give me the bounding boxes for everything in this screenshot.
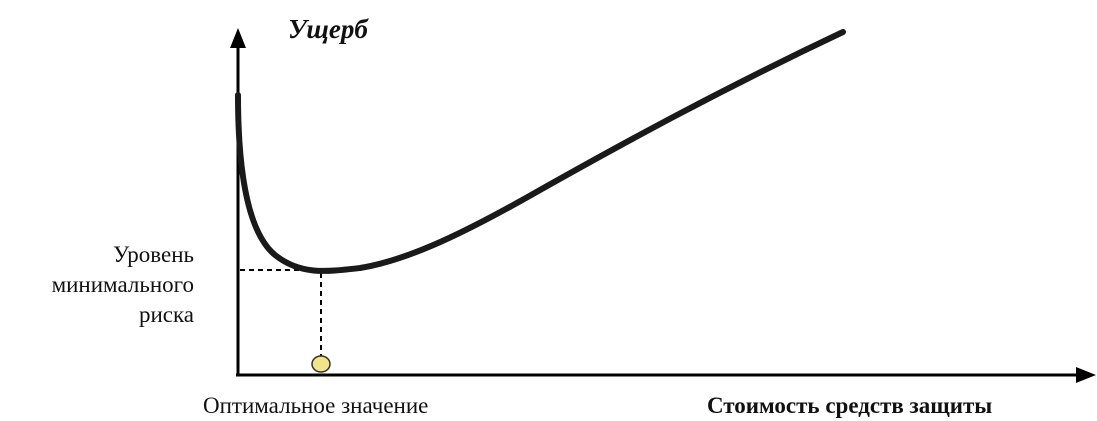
x-axis-label: Стоимость средств защиты <box>707 393 993 418</box>
x-axis-arrow <box>1076 367 1096 383</box>
y-axis-arrow <box>230 28 246 48</box>
y-axis-label: Ущерб <box>288 14 368 44</box>
optimum-value-label: Оптимальное значение <box>203 393 429 418</box>
damage-curve <box>235 29 846 274</box>
min-level-label-line-1: Уровень <box>113 242 194 267</box>
optimum-marker <box>311 355 331 373</box>
min-level-label-line-2: минимального <box>51 272 194 297</box>
min-level-label-line-3: риска <box>138 302 194 327</box>
min-risk-level-label: Уровень минимального риска <box>52 240 194 330</box>
